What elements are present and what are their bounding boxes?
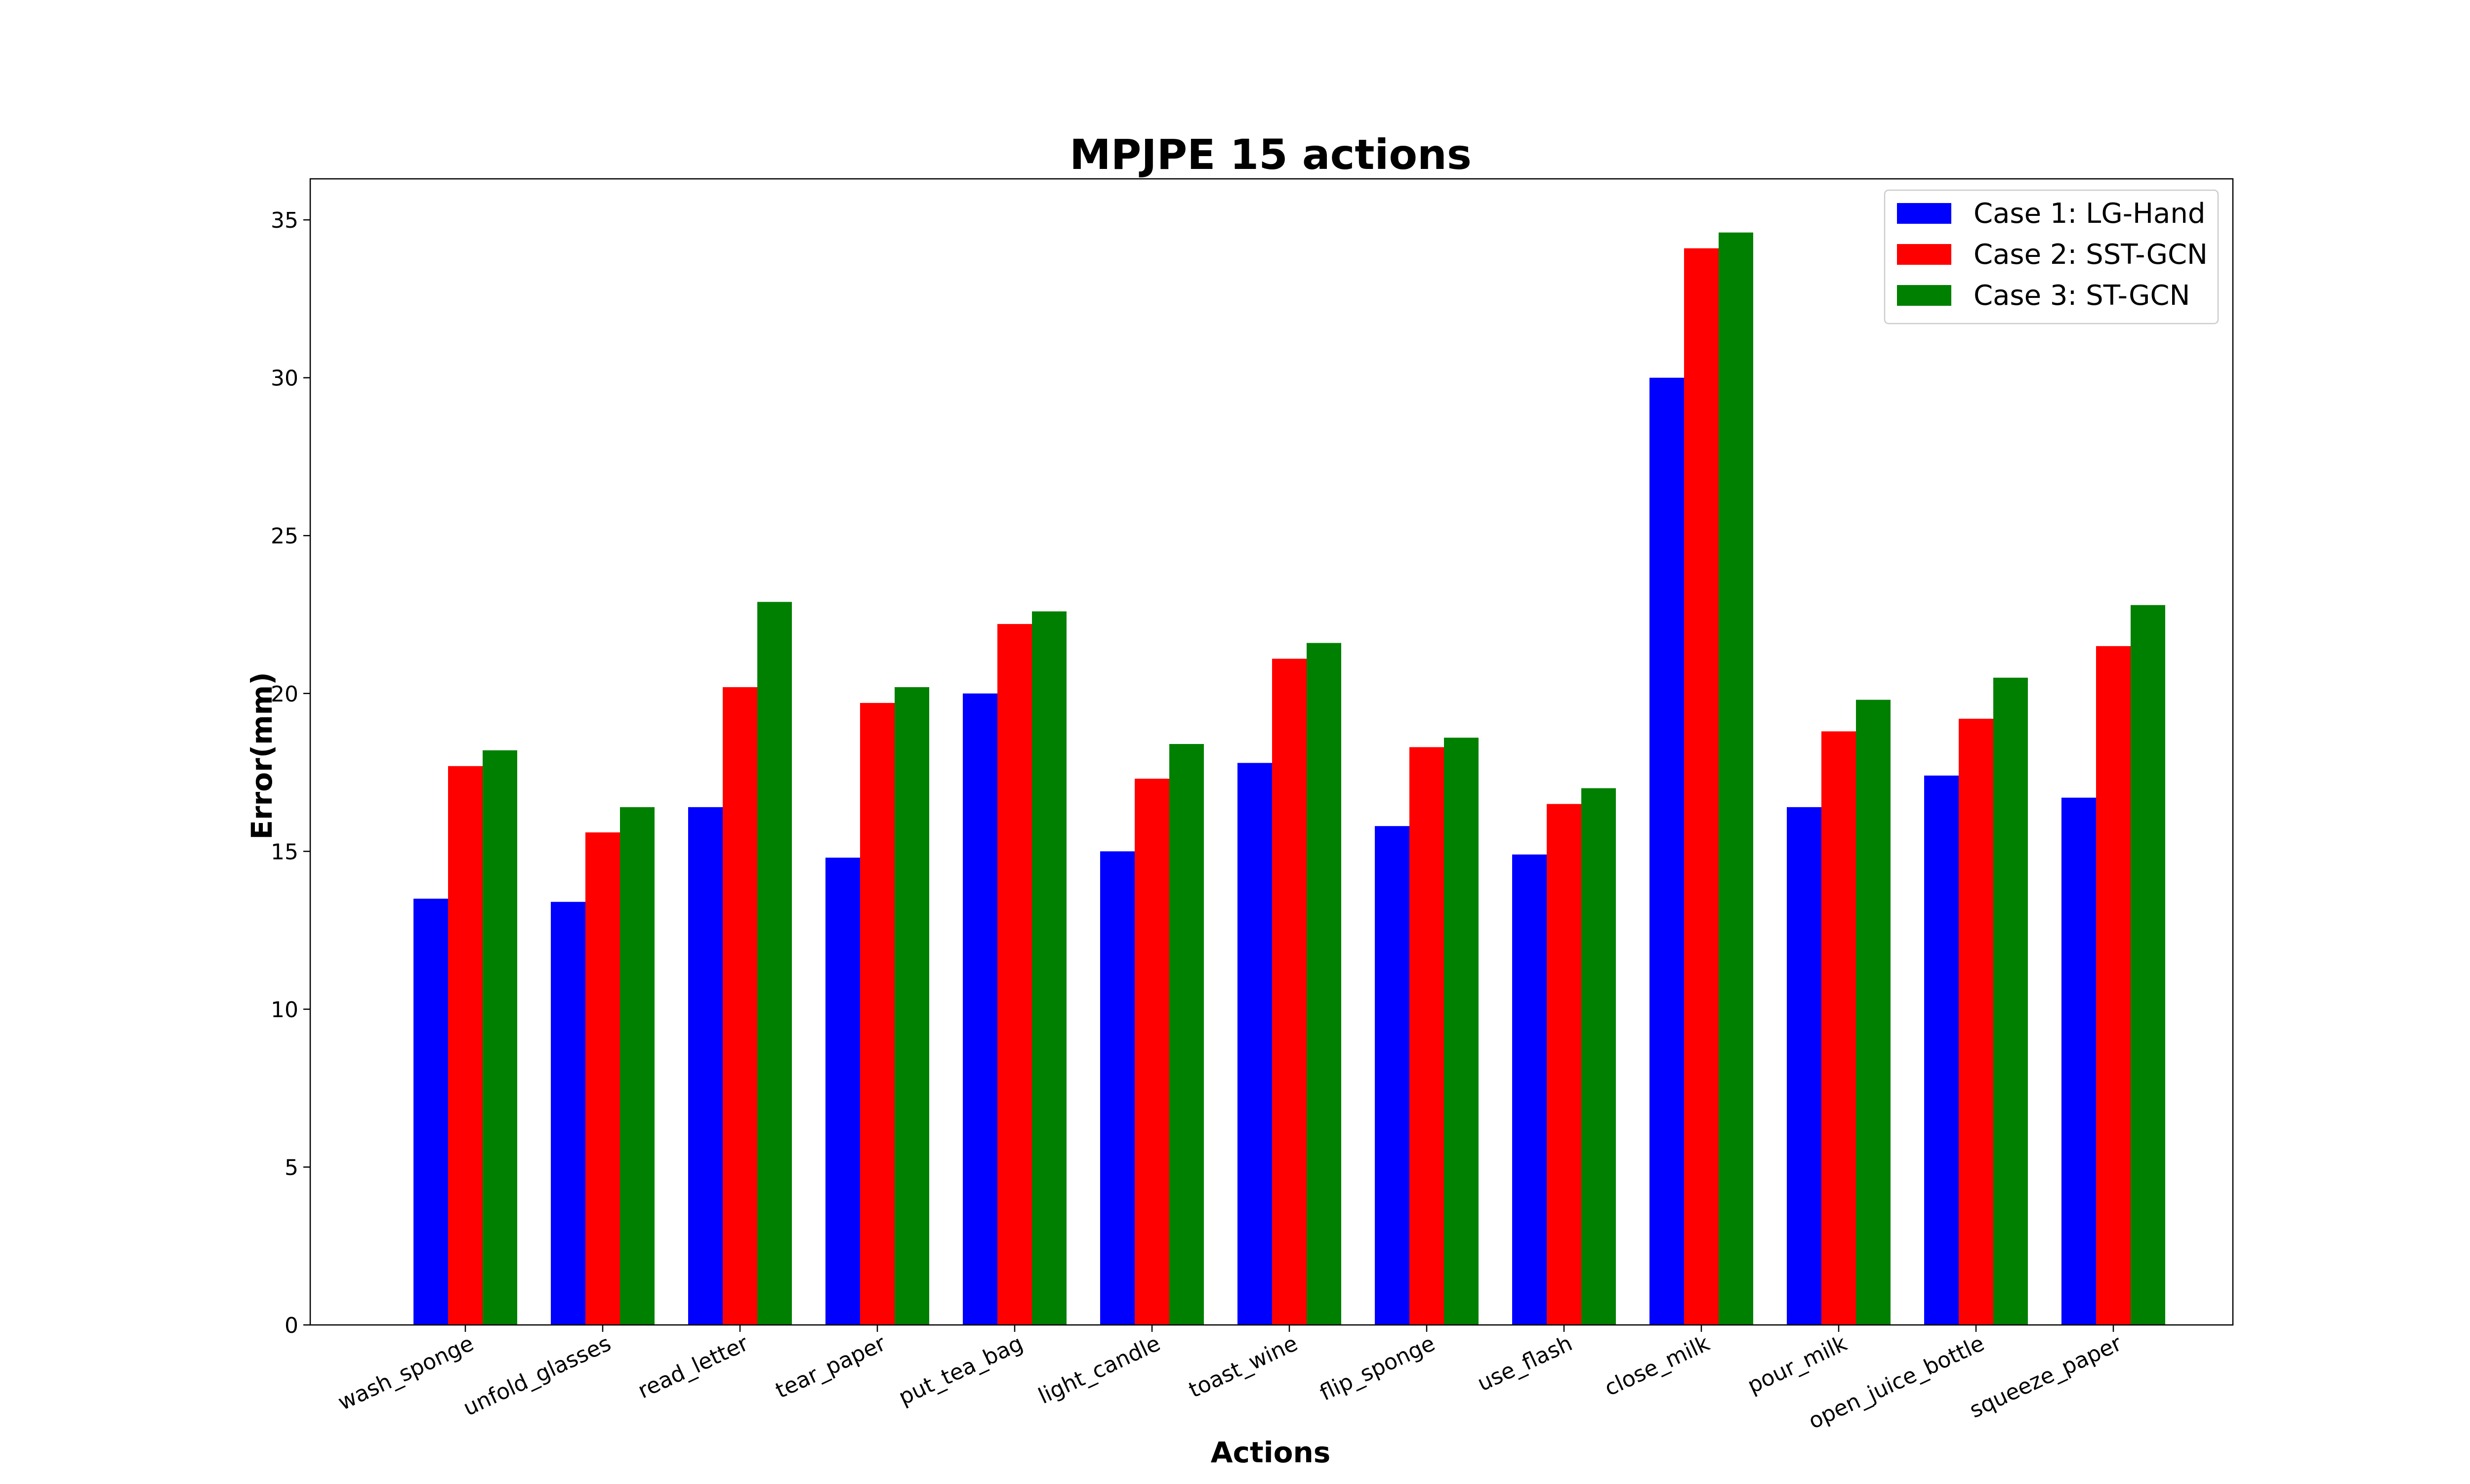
bar-series-1-tear-paper [825,858,860,1325]
x-tick-label-toast-wine: toast_wine [1185,1331,1302,1403]
bar-series-1-open-juice-bottle [1924,775,1959,1325]
bar-series-1-use-flash [1512,854,1547,1325]
bar-series-3-read-letter [757,602,792,1325]
bar-series-3-toast-wine [1307,643,1341,1325]
bar-series-2-close-milk [1684,248,1719,1325]
bar-series-3-squeeze-paper [2131,605,2165,1325]
bar-series-2-wash-sponge [448,766,483,1325]
legend-swatch-series-2 [1897,244,1951,265]
y-tick-label: 0 [285,1313,298,1338]
bar-series-3-put-tea-bag [1032,611,1067,1325]
bar-series-3-light-candle [1169,744,1204,1325]
x-tick-label-put-tea-bag: put_tea_bag [895,1331,1027,1410]
y-tick-label: 20 [271,682,298,707]
y-tick-label: 25 [271,524,298,549]
x-tick-label-flip-sponge: flip_sponge [1316,1331,1439,1406]
legend-label-series-2: Case 2: SST-GCN [1974,239,2208,271]
x-tick-label-squeeze-paper: squeeze_paper [1966,1330,2126,1423]
bar-series-2-pour-milk [1821,731,1856,1325]
bar-series-3-tear-paper [895,687,929,1325]
bar-series-2-open-juice-bottle [1959,718,1993,1325]
bar-series-3-pour-milk [1856,700,1891,1325]
bar-series-1-pour-milk [1787,807,1821,1325]
legend-label-series-3: Case 3: ST-GCN [1974,280,2190,312]
y-tick-label: 35 [271,208,298,233]
y-tick-label: 10 [271,997,298,1023]
bar-series-2-use-flash [1547,804,1581,1325]
legend-box [1884,189,2219,325]
x-tick-label-use-flash: use_flash [1474,1331,1576,1397]
x-axis-label: Actions [1211,1436,1331,1469]
bar-series-3-flip-sponge [1444,738,1479,1325]
bar-series-1-squeeze-paper [2061,797,2096,1325]
plot-frame [309,178,2234,1326]
x-tick-label-unfold-glasses: unfold_glasses [459,1331,615,1421]
bar-series-1-wash-sponge [413,899,448,1325]
x-tick-label-tear-paper: tear_paper [772,1330,890,1403]
bar-series-3-close-milk [1719,232,1753,1325]
bar-series-2-tear-paper [860,702,895,1325]
legend-swatch-series-3 [1897,285,1951,306]
x-tick-label-pour-milk: pour_milk [1744,1331,1851,1399]
y-tick-label: 15 [271,839,298,865]
y-tick-label: 5 [285,1155,298,1180]
bar-series-1-toast-wine [1237,763,1272,1325]
x-tick-label-light-candle: light_candle [1034,1331,1164,1409]
bar-series-2-put-tea-bag [997,624,1032,1325]
bar-series-2-squeeze-paper [2096,646,2131,1325]
bar-series-2-read-letter [723,687,757,1325]
y-tick-label: 30 [271,366,298,391]
bar-series-2-unfold-glasses [585,832,620,1325]
bar-series-1-flip-sponge [1375,826,1409,1325]
chart-title: MPJPE 15 actions [1070,130,1472,179]
bar-series-2-flip-sponge [1409,747,1444,1325]
bar-series-1-close-milk [1649,377,1684,1325]
bar-series-3-unfold-glasses [620,807,655,1325]
bar-series-3-open-juice-bottle [1993,677,2028,1325]
y-axis-label: Error(mm) [245,672,279,839]
bar-series-1-unfold-glasses [551,902,585,1325]
x-tick-label-wash-sponge: wash_sponge [334,1331,477,1415]
x-tick-label-read-letter: read_letter [634,1330,753,1403]
bar-series-1-put-tea-bag [963,693,997,1325]
bar-series-3-wash-sponge [483,750,517,1325]
bar-series-2-light-candle [1135,779,1169,1325]
bar-series-3-use-flash [1581,788,1616,1325]
legend: Case 1: LG-Hand Case 2: SST-GCN Case 3: ST… [1884,189,2219,325]
bar-series-1-read-letter [688,807,723,1325]
legend-label-series-1: Case 1: LG-Hand [1974,198,2205,230]
x-tick-label-close-milk: close_milk [1601,1331,1714,1402]
bar-series-1-light-candle [1100,851,1135,1325]
bar-series-2-toast-wine [1272,659,1307,1325]
legend-swatch-series-1 [1897,203,1951,224]
